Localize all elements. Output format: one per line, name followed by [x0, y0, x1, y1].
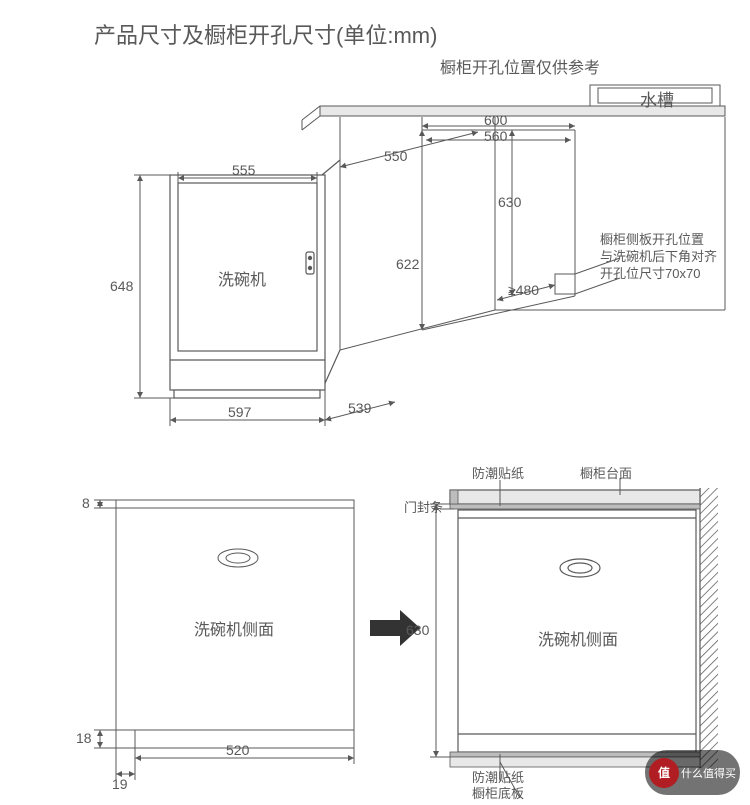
dim-520: 520 [226, 742, 249, 758]
dim-597: 597 [228, 404, 251, 420]
watermark-seal-icon: 值 [649, 758, 679, 788]
watermark-badge: 值 什么值得买 [645, 750, 740, 795]
dim-480: ≥480 [508, 282, 539, 298]
side-panel-left: 洗碗机侧面 [194, 616, 274, 640]
dim-555: 555 [232, 162, 255, 178]
moisture-top-label: 防潮贴纸 [472, 466, 524, 483]
side-panel-right: 洗碗机侧面 [538, 626, 618, 650]
dim-550: 550 [384, 148, 407, 164]
dim-19: 19 [112, 776, 128, 792]
sink-label: 水槽 [640, 86, 674, 111]
dim-8: 8 [82, 495, 90, 511]
cabinet-bottom-label: 橱柜底板 [472, 786, 524, 803]
counter-top-label: 橱柜台面 [580, 466, 632, 483]
dim-630: 630 [498, 194, 521, 210]
dishwasher-label: 洗碗机 [218, 266, 266, 290]
watermark-text: 什么值得买 [681, 765, 736, 781]
dim-630b: 630 [406, 622, 429, 638]
dim-600: 600 [484, 112, 507, 128]
dim-648: 648 [110, 278, 133, 294]
dim-622: 622 [396, 256, 419, 272]
dim-18: 18 [76, 730, 92, 746]
dims-top-right [340, 126, 575, 330]
diagram-svg [0, 0, 750, 805]
moisture-bottom-label: 防潮贴纸 [472, 770, 524, 787]
door-seal-label: 门封条 [404, 500, 443, 517]
dim-560: 560 [484, 128, 507, 144]
dim-539: 539 [348, 400, 371, 416]
side-hole-note: 橱柜侧板开孔位置 与洗碗机后下角对齐 开孔位尺寸70x70 [600, 232, 717, 283]
